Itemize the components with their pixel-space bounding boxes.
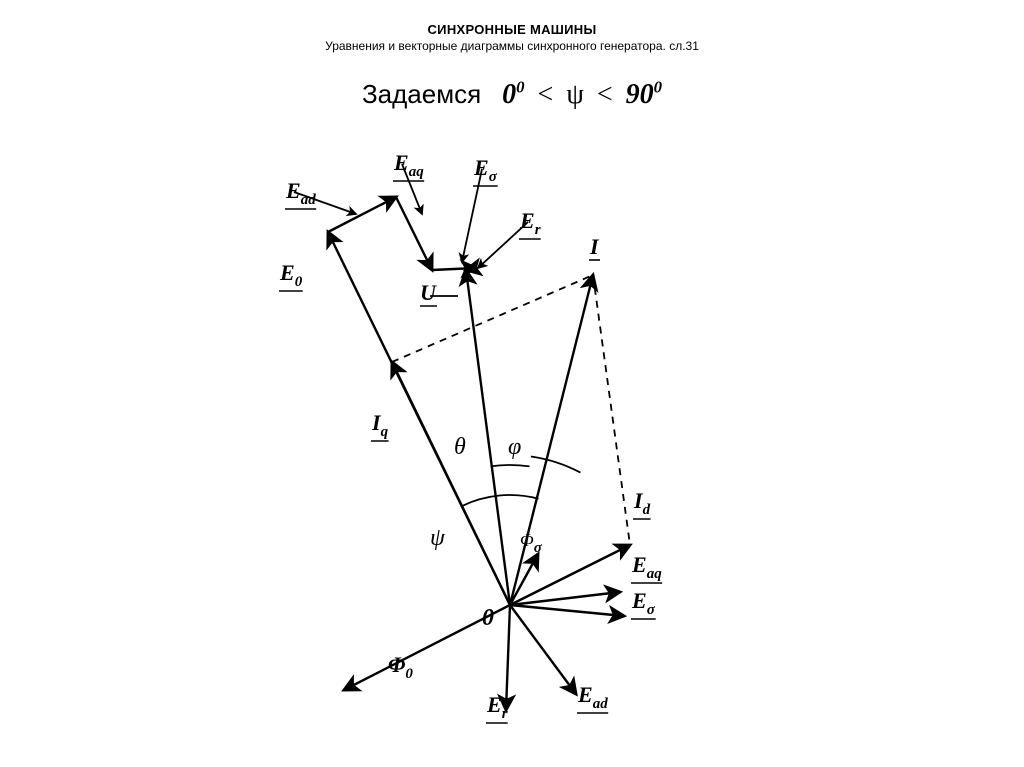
label-E0: E0 [279, 260, 303, 290]
label-Iq: Iq [371, 410, 389, 440]
label-Esig_s: Eσ [631, 588, 656, 618]
arc-psi [462, 495, 539, 506]
vector-Ead_s [510, 605, 576, 694]
label-Ead_t: Ead [285, 178, 316, 208]
vector-Er_s [506, 605, 510, 710]
label-Er_top: Er [519, 208, 541, 238]
label-U: U [420, 280, 437, 305]
vector-Id [510, 545, 630, 605]
vector-Eaq_s [510, 592, 620, 605]
label-Id: Id [633, 488, 651, 518]
angle-label-theta: θ [454, 434, 466, 460]
label-Eaq_t: Eaq [393, 150, 424, 180]
origin-label: 0 [482, 605, 494, 631]
vector-I [510, 275, 593, 605]
vector-Eaq_t [396, 197, 432, 270]
arc-phi [531, 456, 581, 472]
label-Esig_t: Eσ [473, 155, 498, 185]
vector-Esig_s [510, 605, 624, 616]
vector-diagram: E0IqUIIdEaqEσEadErΦ0ΦσEadEaqEσErψθφ0 [0, 0, 1024, 767]
vector-Iq [392, 362, 510, 605]
label-Ead_s: Ead [577, 682, 608, 712]
angle-label-psi: ψ [430, 525, 446, 551]
vector-Ead_t [328, 197, 396, 232]
angle-label-phi: φ [508, 434, 521, 460]
label-I: I [589, 234, 600, 259]
label-Eaq_s: Eaq [631, 552, 662, 582]
arc-theta [491, 465, 530, 466]
label-Er_s: Er [486, 692, 508, 722]
